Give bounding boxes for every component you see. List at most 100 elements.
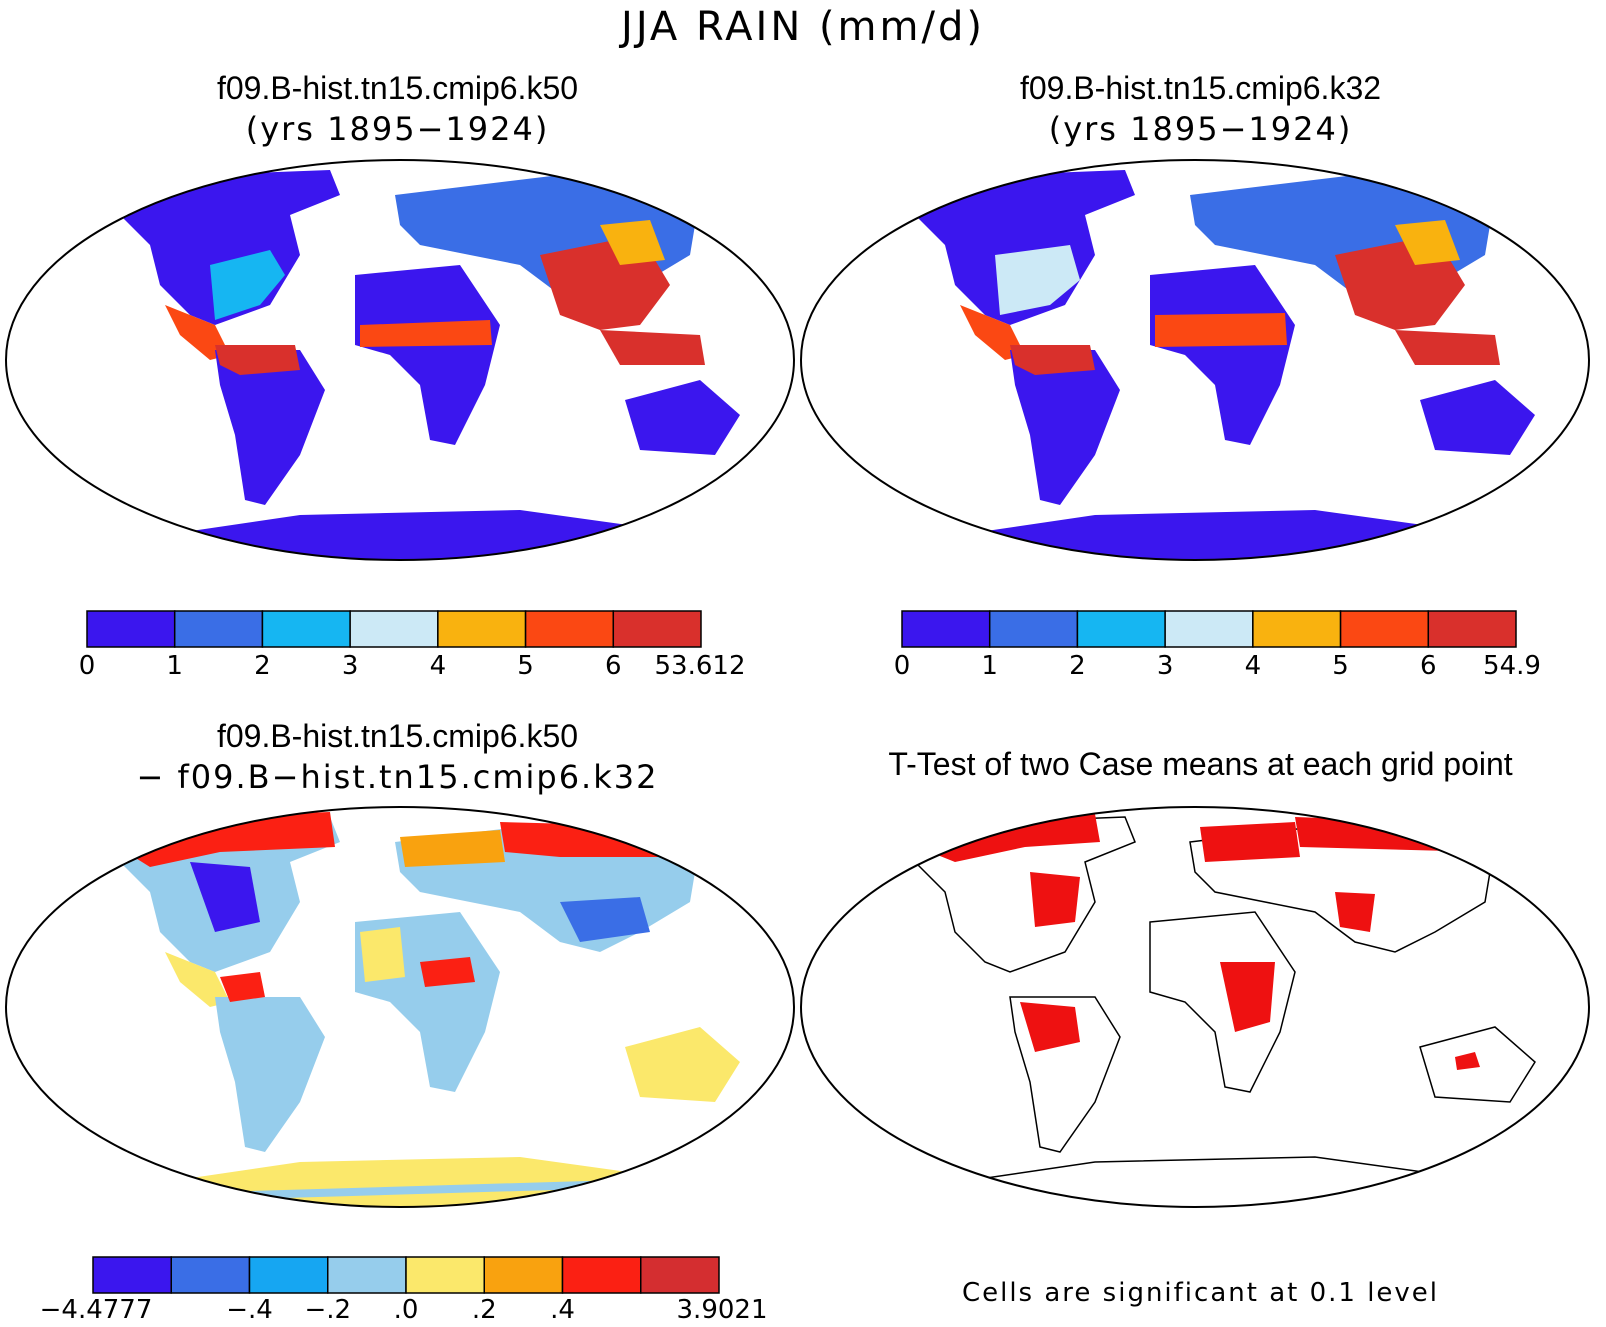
colorbar-swatch — [901, 610, 991, 648]
africa-region — [355, 265, 500, 445]
top-left-panel-subtitle: (yrs 1895−1924) — [245, 110, 550, 148]
colorbar-swatch — [248, 1256, 329, 1294]
colorbar-tick-label: 4 — [429, 651, 447, 681]
bottom-left-colorbar-labels: −4.4777 −.4 −.2 .0 .2 .4 3.9021 — [0, 1295, 795, 1327]
south-america-region — [1010, 350, 1120, 505]
colorbar-tick-label: 3 — [1156, 651, 1174, 681]
bottom-right-map — [795, 802, 1595, 1212]
north-america-north-band — [110, 812, 335, 867]
significant-cells-north-america — [905, 814, 1100, 862]
colorbar-swatch — [1076, 610, 1166, 648]
maritime-continent-region — [1395, 330, 1500, 365]
top-right-colorbar — [901, 610, 1517, 653]
colorbar-swatch — [86, 610, 176, 648]
figure-title: JJA RAIN (mm/d) — [621, 4, 985, 50]
colorbar-swatch — [988, 610, 1079, 648]
top-right-panel-subtitle: (yrs 1895−1924) — [1048, 110, 1353, 148]
china-north-band — [1395, 220, 1460, 265]
colorbar-swatch — [1339, 610, 1430, 648]
africa-sahel-band — [360, 320, 492, 347]
colorbar-swatch — [1252, 610, 1342, 648]
australia-region — [625, 1027, 740, 1102]
colorbar-tick-label: 0 — [78, 651, 96, 681]
central-america-region — [960, 305, 1025, 360]
colorbar-tick-label: 53.612 — [654, 651, 746, 681]
top-left-panel-title: f09.B-hist.tn15.cmip6.k50 — [216, 70, 579, 106]
colorbar-tick-label: 6 — [1420, 651, 1437, 681]
colorbar-swatch — [261, 610, 351, 648]
colorbar-swatch — [1427, 610, 1517, 648]
colorbar-swatch — [640, 1256, 720, 1294]
africa-outline — [1149, 911, 1296, 1093]
africa-region — [1150, 265, 1295, 445]
significant-cells-us-east — [1030, 872, 1080, 927]
south-america-region — [215, 350, 325, 505]
colorbar-tick-label: 5 — [1332, 651, 1349, 681]
europe-north-band — [400, 830, 505, 867]
colorbar-tick-label: .2 — [471, 1295, 497, 1325]
colorbar-swatch — [349, 610, 439, 648]
colorbar-tick-label: 6 — [605, 651, 622, 681]
china-north-band — [600, 220, 665, 265]
significant-cells-europe — [1200, 822, 1300, 862]
colorbar-tick-label: 2 — [1069, 651, 1086, 681]
colorbar-swatch — [437, 610, 527, 648]
colorbar-swatch — [173, 610, 264, 648]
colorbar-tick-label: 2 — [254, 651, 271, 681]
colorbar-swatch — [327, 1256, 407, 1294]
colorbar-tick-label: .0 — [393, 1295, 419, 1325]
antarctica-region — [120, 510, 700, 560]
colorbar-swatch — [92, 1256, 172, 1294]
central-america-region — [165, 952, 230, 1007]
south-america-tropics-band — [215, 345, 300, 375]
bottom-left-panel-title: f09.B-hist.tn15.cmip6.k50 — [216, 718, 579, 754]
africa-central-anomaly — [420, 957, 475, 987]
east-asia-anomaly — [560, 897, 650, 942]
colorbar-tick-label: .4 — [550, 1295, 575, 1325]
north-america-east-band — [210, 250, 285, 320]
colorbar-tick-label: 4 — [1244, 651, 1262, 681]
bottom-left-map — [0, 802, 800, 1212]
north-america-region — [915, 170, 1135, 325]
colorbar-tick-label: 1 — [981, 651, 998, 681]
colorbar-tick-label: −.4 — [226, 1295, 273, 1325]
colorbar-swatch — [405, 1256, 485, 1294]
colorbar-swatch — [483, 1256, 564, 1294]
colorbar-swatch — [170, 1256, 251, 1294]
colorbar-tick-label: 54.9 — [1483, 651, 1541, 681]
colorbar-tick-label: 1 — [166, 651, 183, 681]
colorbar-tick-label: −4.4777 — [39, 1295, 153, 1325]
antarctica-region — [915, 510, 1495, 560]
north-america-dry-anomaly — [190, 862, 260, 932]
colorbar-tick-label: 3 — [341, 651, 359, 681]
colorbar-swatch — [1164, 610, 1254, 648]
top-left-map — [0, 155, 800, 565]
top-left-colorbar-labels: 0 1 2 3 4 5 6 53.612 — [0, 651, 795, 687]
colorbar-tick-label: 5 — [517, 651, 534, 681]
bottom-left-panel-subtitle: − f09.B−hist.tn15.cmip6.k32 — [136, 758, 659, 796]
south-america-region — [215, 997, 325, 1152]
antarctica-outline — [913, 1156, 1496, 1207]
bottom-right-panel-title: T-Test of two Case means at each grid po… — [888, 746, 1513, 782]
siberia-wet-band — [500, 822, 695, 857]
antarctica-region — [120, 1157, 700, 1207]
south-america-wet-anomaly — [220, 972, 265, 1002]
colorbar-swatch — [612, 610, 702, 648]
top-right-colorbar-labels: 0 1 2 3 4 5 6 54.9 — [0, 651, 1606, 687]
significant-cells-africa — [1220, 962, 1275, 1032]
significant-cells-south-america — [1020, 1002, 1080, 1052]
australia-region — [1420, 380, 1535, 455]
significant-cells-asia — [1335, 892, 1375, 932]
australia-region — [625, 380, 740, 455]
significant-cells-australia — [1455, 1052, 1480, 1070]
central-america-region — [165, 305, 230, 360]
south-america-tropics-band — [1010, 345, 1095, 375]
north-america-east-band — [995, 245, 1080, 315]
north-america-region — [120, 170, 340, 325]
top-right-map — [795, 155, 1595, 565]
maritime-continent-region — [600, 330, 705, 365]
africa-yellow-patch — [360, 927, 405, 982]
significance-note: Cells are significant at 0.1 level — [961, 1278, 1440, 1308]
top-left-colorbar — [86, 610, 702, 653]
bottom-left-colorbar — [92, 1256, 720, 1299]
